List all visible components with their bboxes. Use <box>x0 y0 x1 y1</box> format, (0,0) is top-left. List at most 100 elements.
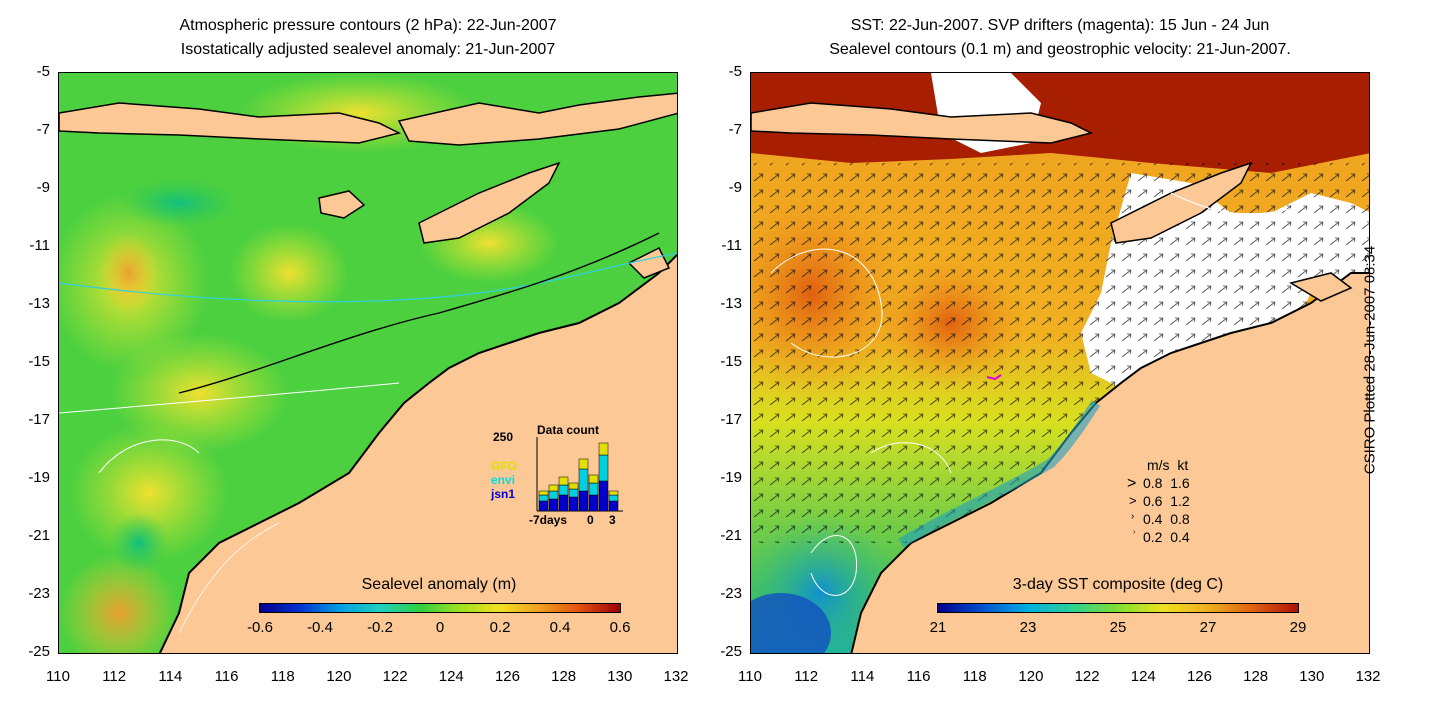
colorbar-label: 0.6 <box>609 619 631 636</box>
x-tick-label: 122 <box>382 668 408 685</box>
colorbar-label: 23 <box>1019 619 1037 636</box>
y-tick-label: -13 <box>720 295 742 312</box>
x-tick-label: 110 <box>738 668 762 685</box>
velocity-legend-row: 0.2 0.4 <box>1143 529 1190 545</box>
y-tick-label: -13 <box>28 295 50 312</box>
y-tick-label: -15 <box>720 353 742 370</box>
y-tick-label: -19 <box>720 469 742 486</box>
right-title-line2: Sealevel contours (0.1 m) and geostrophi… <box>829 41 1291 58</box>
histogram-bar <box>568 488 579 498</box>
histogram-bar <box>598 454 609 482</box>
histogram-bar <box>578 468 589 492</box>
colorbar-label: 29 <box>1289 619 1307 636</box>
right-colorbar <box>937 603 1299 613</box>
histogram-bar <box>568 482 579 490</box>
indonesia-islands <box>751 102 1094 144</box>
x-tick-label: 120 <box>1018 668 1044 685</box>
histogram-bar <box>598 442 609 456</box>
y-tick-label: -5 <box>728 63 742 80</box>
histogram-bar <box>608 500 619 512</box>
x-tick-label: 128 <box>551 668 577 685</box>
velocity-arrow-icon: › <box>1131 511 1135 522</box>
y-tick-label: -19 <box>28 469 50 486</box>
y-tick-label: -9 <box>36 179 50 196</box>
colorbar-label: 0.4 <box>549 619 571 636</box>
colorbar-label: -0.4 <box>307 619 333 636</box>
histogram-bar <box>568 496 579 512</box>
x-tick-label: 130 <box>1299 668 1325 685</box>
velocity-arrow-icon: > <box>1129 493 1137 508</box>
y-tick-label: -17 <box>720 411 742 428</box>
sealevel-anomaly-map[interactable]: 250 Data count GFO envi jsn1 -7days 0 3 Seal… <box>58 72 678 654</box>
histogram-bar <box>578 458 589 470</box>
x-tick-label: 130 <box>607 668 633 685</box>
x-tick-label: 118 <box>962 668 987 685</box>
y-tick-label: -21 <box>720 527 742 544</box>
x-tick-label: 110 <box>46 668 70 685</box>
inset-ymax: 250 <box>493 430 514 444</box>
timor-island <box>1110 161 1253 244</box>
x-tick-label: 114 <box>850 668 875 685</box>
histogram-bar <box>538 494 549 502</box>
histogram-bar <box>538 500 549 512</box>
histogram-bar <box>608 494 619 502</box>
x-tick-label: 122 <box>1074 668 1100 685</box>
australia-land <box>850 272 1369 653</box>
y-tick-label: -25 <box>28 643 50 660</box>
left-colorbar <box>259 603 621 613</box>
y-tick-label: -11 <box>29 237 50 254</box>
velocity-arrow-icon: > <box>1127 475 1137 492</box>
histogram-bar <box>578 490 589 512</box>
satellite-label: jsn1 <box>491 487 516 501</box>
y-tick-label: -21 <box>28 527 50 544</box>
y-tick-label: -9 <box>728 179 742 196</box>
x-tick-label: 124 <box>438 668 464 685</box>
colorbar-label: 21 <box>929 619 947 636</box>
colorbar-label: -0.2 <box>367 619 393 636</box>
velocity-legend: m/s kt 0.8 1.6 >0.6 1.2 >0.4 0.8 › 0.2 0.4 › <box>1123 457 1243 547</box>
histogram-bar <box>548 490 559 500</box>
colorbar-label: 27 <box>1199 619 1217 636</box>
colorbar-label: -0.6 <box>247 619 273 636</box>
satellite-label: GFO <box>491 459 517 473</box>
x-tick-label: 120 <box>326 668 352 685</box>
x-tick-label: 126 <box>494 668 520 685</box>
sst-map[interactable]: m/s kt 0.8 1.6 >0.6 1.2 >0.4 0.8 › 0.2 0.4 › 3… <box>750 72 1370 654</box>
australia-land <box>158 253 677 653</box>
y-tick-label: -23 <box>720 585 742 602</box>
inset-x-label: 3 <box>609 513 616 527</box>
x-tick-label: 116 <box>906 668 931 685</box>
left-colorbar-title: Sealevel anomaly (m) <box>361 576 517 593</box>
timor-island <box>418 161 561 244</box>
histogram-bar <box>588 494 599 512</box>
inset-x-label: -7days <box>529 513 568 527</box>
velocity-arrow-icon: › <box>1133 529 1136 536</box>
right-colorbar-title: 3-day SST composite (deg C) <box>1012 576 1224 593</box>
x-tick-label: 114 <box>158 668 183 685</box>
velocity-legend-row: 0.8 1.6 <box>1143 475 1190 491</box>
y-tick-label: -7 <box>36 121 50 138</box>
histogram-bar <box>588 482 599 496</box>
colorbar-label: 0 <box>435 619 445 636</box>
y-tick-label: -25 <box>720 643 742 660</box>
y-tick-label: -11 <box>721 237 742 254</box>
histogram-bar <box>588 474 599 484</box>
drifter-track <box>986 374 1002 381</box>
right-title-line1: SST: 22-Jun-2007. SVP drifters (magenta)… <box>850 17 1270 34</box>
inset-x-label: 0 <box>587 513 594 527</box>
satellite-label: envi <box>491 473 516 487</box>
histogram-bar <box>548 498 559 512</box>
y-tick-label: -7 <box>728 121 742 138</box>
credit-text: CSIRO Plotted 28-Jun-2007 08:34 <box>1361 245 1379 475</box>
histogram-bar <box>558 484 569 496</box>
x-tick-label: 128 <box>1243 668 1269 685</box>
x-tick-label: 112 <box>102 668 127 685</box>
colorbar-label: 25 <box>1109 619 1127 636</box>
x-tick-label: 124 <box>1130 668 1156 685</box>
left-title-line2: Isostatically adjusted sealevel anomaly:… <box>180 41 556 58</box>
left-title-line1: Atmospheric pressure contours (2 hPa): 2… <box>179 17 557 34</box>
velocity-legend-row: 0.4 0.8 <box>1143 511 1190 527</box>
y-tick-label: -15 <box>28 353 50 370</box>
histogram-bar <box>608 490 619 496</box>
x-tick-label: 132 <box>1355 668 1381 685</box>
